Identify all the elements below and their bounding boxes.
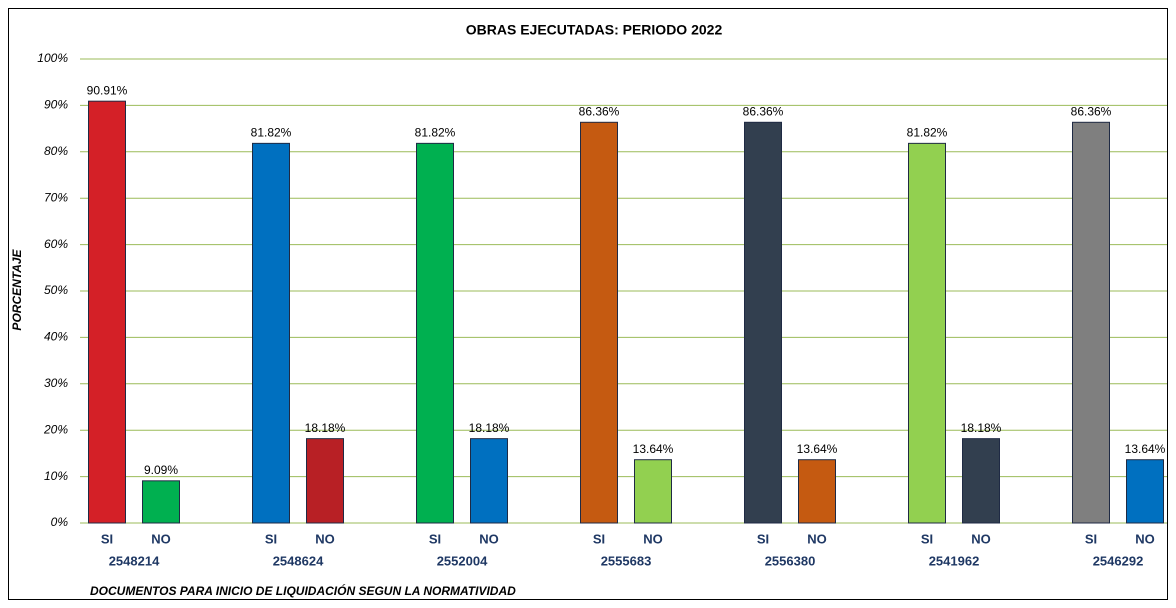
y-tick-label: 60% [44,237,68,251]
bar [1126,459,1164,524]
series-label: NO [971,531,991,546]
series-label: SI [265,531,277,546]
bar [634,459,672,524]
data-label: 86.36% [743,104,784,118]
series-label: NO [643,531,663,546]
bar [470,438,508,524]
series-label: NO [315,531,335,546]
series-label: SI [593,531,605,546]
data-label: 81.82% [415,126,456,140]
series-label: SI [921,531,933,546]
series-label: NO [479,531,499,546]
y-tick-label: 30% [44,376,68,390]
x-tick-label: 2555683 [601,553,652,568]
y-axis-label: PORCENTAJE [10,248,24,330]
bar [580,121,618,524]
bar [252,142,290,524]
data-label: 18.18% [469,421,510,435]
data-label: 81.82% [907,126,948,140]
bar [962,438,1000,524]
bar [306,438,344,524]
y-tick-label: 90% [44,98,68,112]
data-label: 13.64% [633,442,674,456]
bar [1072,121,1110,524]
data-label: 81.82% [251,126,292,140]
series-label: NO [151,531,171,546]
y-tick-label: 80% [44,144,68,158]
bar [908,142,946,524]
series-label: NO [1135,531,1155,546]
x-tick-label: 2548624 [273,553,324,568]
series-label: SI [1085,531,1097,546]
bar [142,480,180,524]
data-label: 18.18% [961,421,1002,435]
bar [88,100,126,524]
data-label: 90.91% [87,83,128,97]
y-tick-label: 100% [37,51,68,65]
data-label: 86.36% [1071,104,1112,118]
y-tick-label: 70% [44,190,68,204]
y-tick-label: 0% [51,515,69,529]
series-label: SI [429,531,441,546]
y-tick-label: 40% [44,330,68,344]
chart-title: OBRAS EJECUTADAS: PERIODO 2022 [466,22,723,38]
x-axis-label: DOCUMENTOS PARA INICIO DE LIQUIDACIÓN SE… [90,583,516,598]
y-tick-label: 10% [44,469,68,483]
y-tick-label: 50% [44,283,68,297]
x-tick-label: 2541962 [929,553,980,568]
data-label: 13.64% [797,442,838,456]
data-label: 18.18% [305,421,346,435]
series-label: NO [807,531,827,546]
data-label: 9.09% [144,463,178,477]
series-label: SI [757,531,769,546]
bar [416,142,454,524]
y-tick-label: 20% [43,422,68,436]
series-label: SI [101,531,113,546]
bar [744,121,782,524]
data-label: 13.64% [1125,442,1166,456]
x-tick-label: 2552004 [437,553,488,568]
x-tick-label: 2548214 [109,553,160,568]
x-tick-label: 2556380 [765,553,816,568]
x-tick-label: 2546292 [1093,553,1144,568]
bar [798,459,836,524]
data-label: 86.36% [579,104,620,118]
